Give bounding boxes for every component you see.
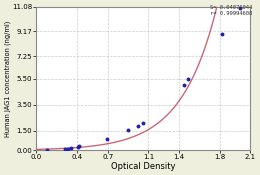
X-axis label: Optical Density: Optical Density	[111, 162, 176, 171]
Point	[105, 137, 109, 140]
Point	[66, 148, 70, 150]
Y-axis label: Human JAG1 concentration (ng/ml): Human JAG1 concentration (ng/ml)	[4, 20, 11, 137]
Point	[63, 148, 67, 150]
Point	[44, 149, 49, 152]
Text: S= 0.04076044
r= 0.99994608: S= 0.04076044 r= 0.99994608	[210, 5, 252, 16]
Point	[69, 147, 73, 150]
Point	[182, 84, 186, 87]
Point	[126, 128, 130, 131]
Point	[238, 6, 242, 9]
Point	[220, 32, 224, 35]
Point	[77, 145, 81, 148]
Point	[76, 146, 80, 148]
Point	[136, 124, 140, 127]
Point	[186, 78, 190, 80]
Point	[141, 122, 145, 124]
